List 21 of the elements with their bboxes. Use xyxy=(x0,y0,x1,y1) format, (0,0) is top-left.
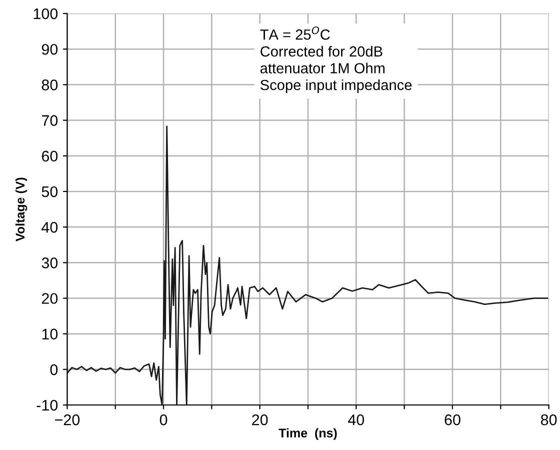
y-tick-label: 10 xyxy=(42,328,58,340)
y-tick-label: 70 xyxy=(42,115,58,126)
x-tick-label: 60 xyxy=(444,414,460,426)
x-tick-label: 80 xyxy=(540,414,557,426)
annotation: TA = 25$^{O}$C Corrected for 20dB attenuator 1M Ohm Scope input impedance xyxy=(260,26,412,94)
y-tick-label: 0 xyxy=(50,364,58,376)
y-tick-label: 90 xyxy=(42,44,58,55)
y-tick-label: 40 xyxy=(42,222,58,233)
x-tick-label: 0 xyxy=(160,414,168,426)
y-tick-label: 30 xyxy=(42,258,58,268)
y-tick-label: 20 xyxy=(42,293,58,304)
x-tick-label: −20 xyxy=(54,414,80,426)
y-tick-label: 60 xyxy=(42,150,58,162)
x-tick-label: 40 xyxy=(348,414,364,426)
x-tick-label: 20 xyxy=(252,414,268,426)
y-tick-label: -10 xyxy=(36,400,58,411)
y-tick-label: 50 xyxy=(42,186,58,198)
y-tick-label: 80 xyxy=(42,80,58,90)
y-axis-title: Voltage (V) xyxy=(15,178,28,242)
y-tick-label: 100 xyxy=(34,8,58,20)
x-axis-title: Time (ns) xyxy=(278,428,337,440)
